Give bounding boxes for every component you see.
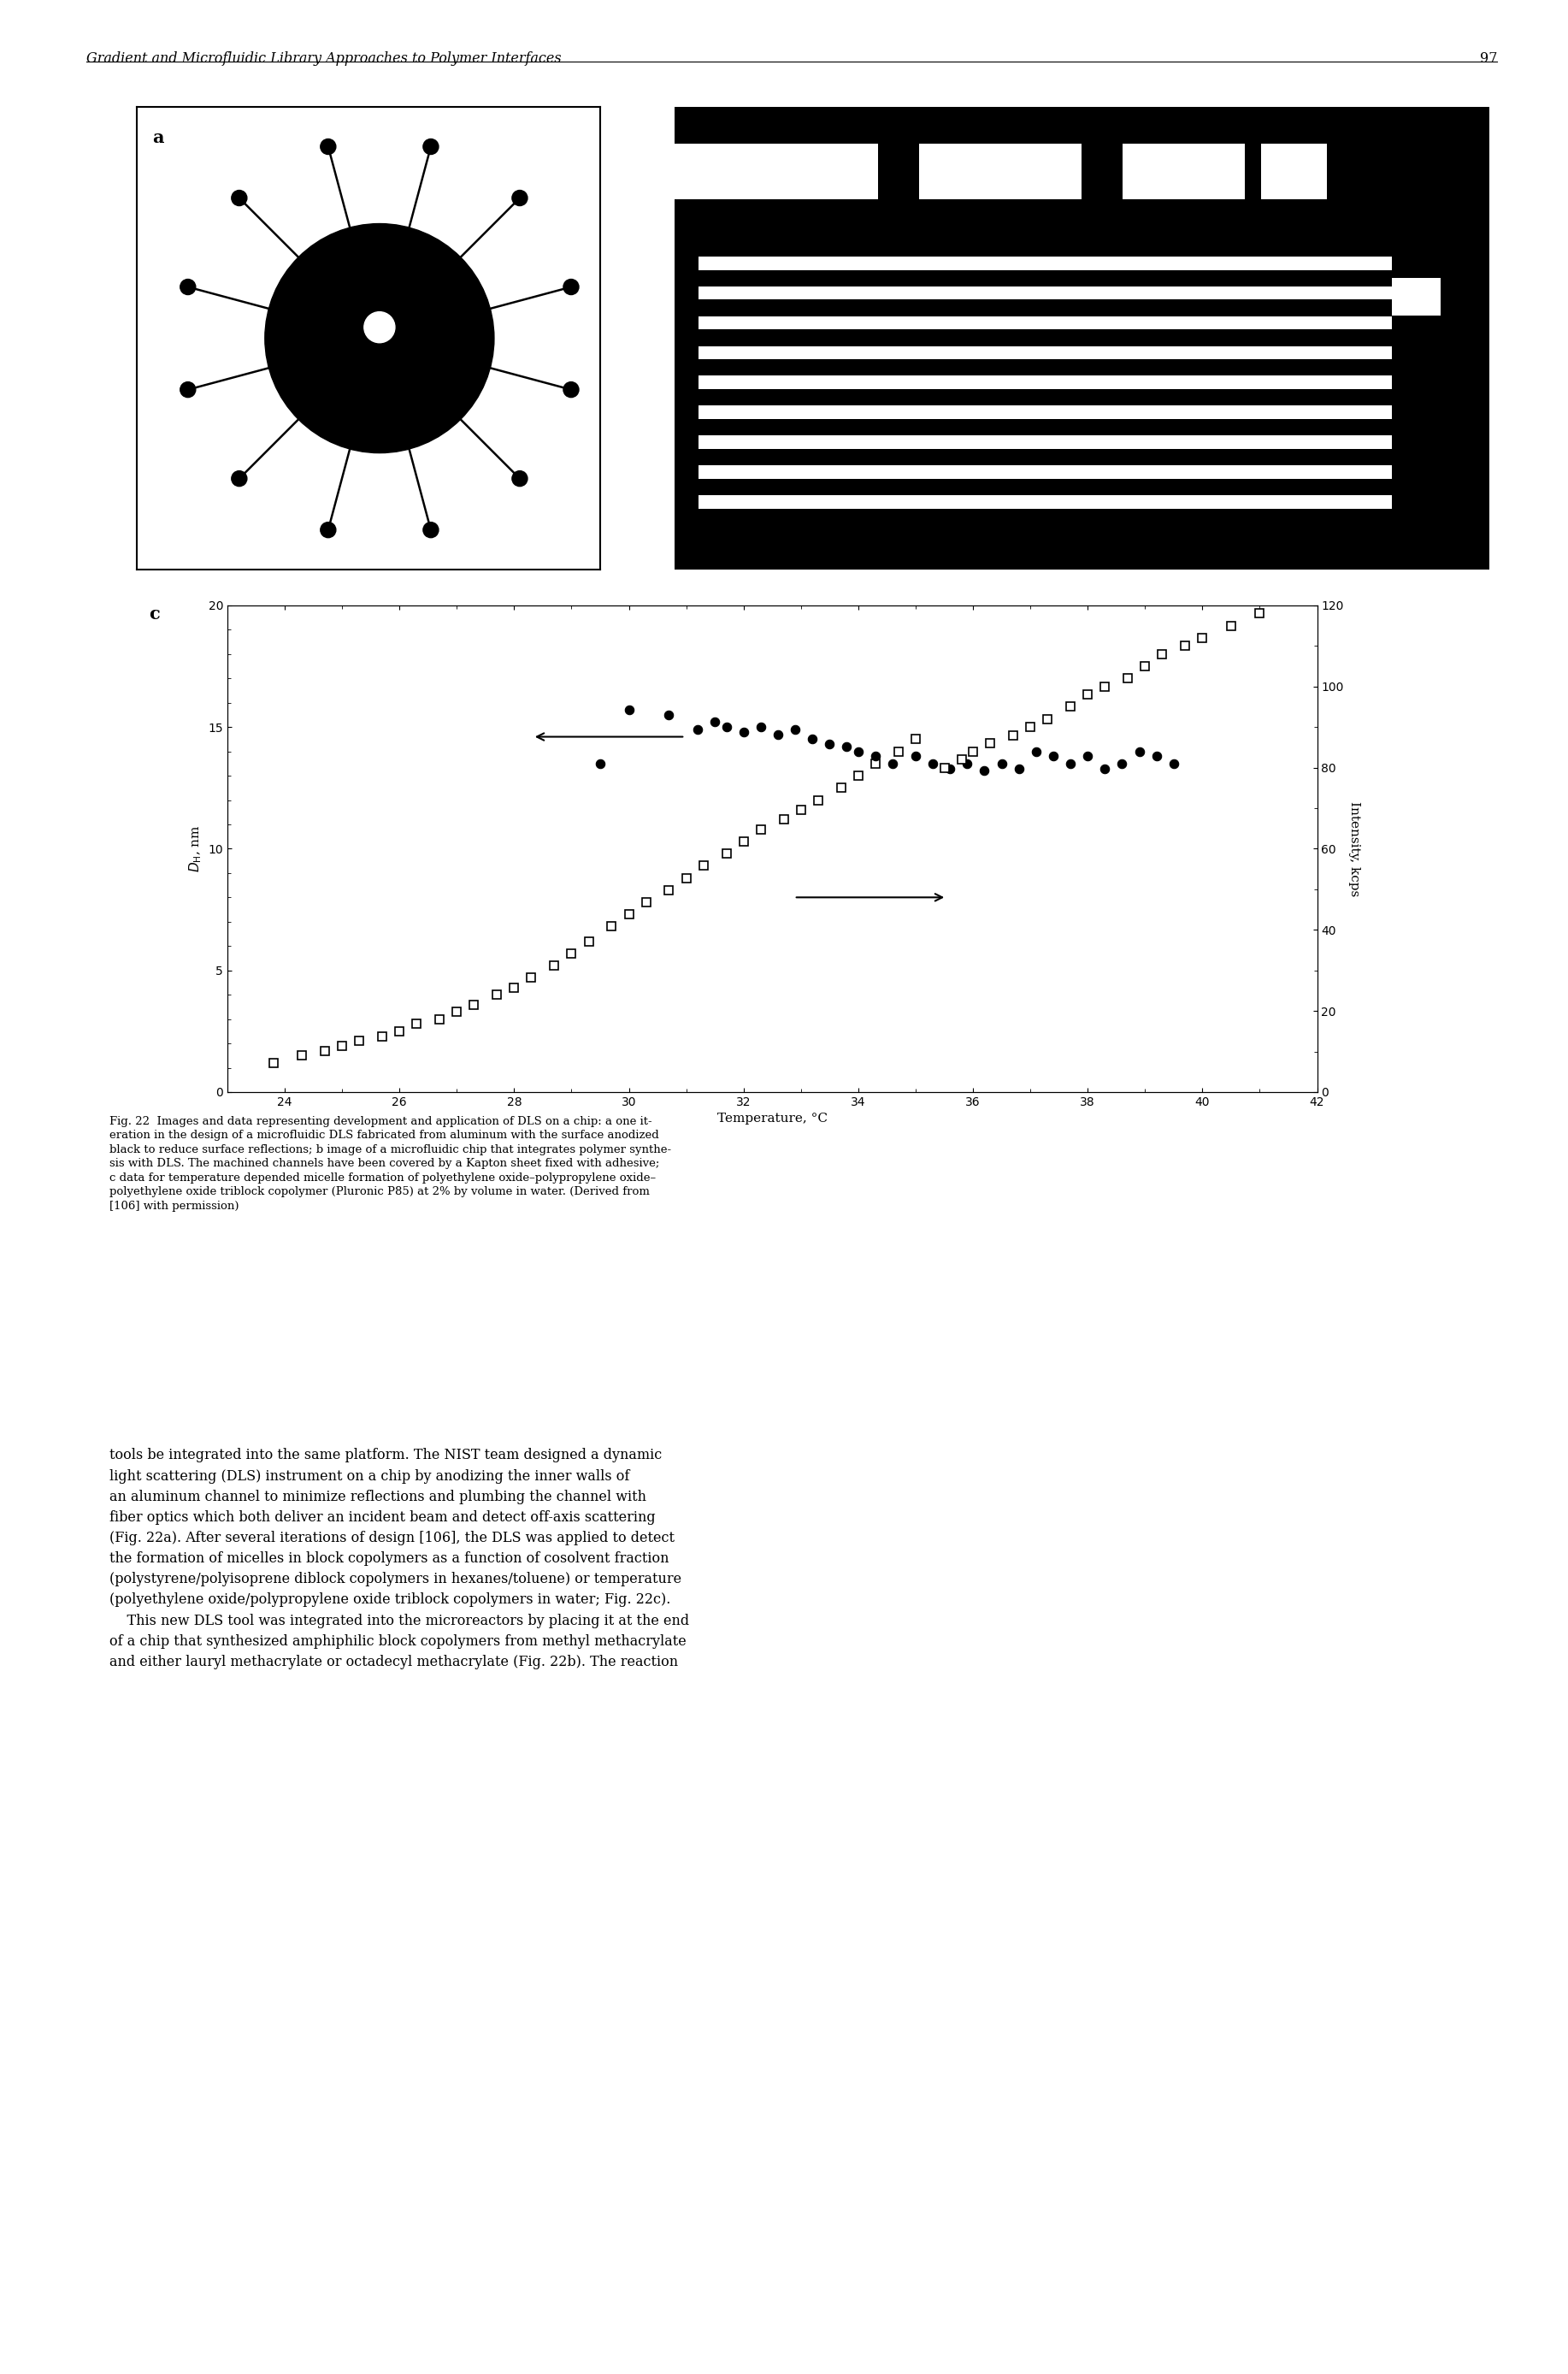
- Bar: [699, 347, 1416, 358]
- Circle shape: [364, 311, 395, 342]
- Circle shape: [513, 190, 527, 207]
- Circle shape: [563, 280, 579, 294]
- Bar: [699, 316, 1416, 330]
- Text: Gradient and Microfluidic Library Approaches to Polymer Interfaces: Gradient and Microfluidic Library Approa…: [86, 50, 561, 66]
- Bar: [699, 375, 1416, 389]
- Bar: [699, 256, 1416, 271]
- Circle shape: [180, 280, 196, 294]
- Bar: [674, 107, 1490, 237]
- Circle shape: [180, 382, 196, 396]
- Circle shape: [423, 140, 439, 154]
- Bar: [919, 145, 1082, 199]
- Bar: [1392, 223, 1490, 570]
- Bar: [674, 145, 878, 199]
- Circle shape: [563, 382, 579, 396]
- Text: Fig. 22  Images and data representing development and application of DLS on a ch: Fig. 22 Images and data representing dev…: [110, 1116, 671, 1211]
- Bar: [1261, 145, 1327, 199]
- Circle shape: [320, 140, 336, 154]
- Text: b: b: [682, 121, 695, 138]
- Bar: [1392, 278, 1441, 316]
- Y-axis label: $D_\mathrm{H}$, nm: $D_\mathrm{H}$, nm: [188, 824, 204, 874]
- Bar: [674, 223, 699, 570]
- Bar: [699, 287, 1416, 299]
- Circle shape: [232, 190, 248, 207]
- Circle shape: [513, 470, 527, 487]
- X-axis label: Temperature, °C: Temperature, °C: [717, 1113, 828, 1125]
- Bar: [699, 434, 1416, 449]
- Bar: [1123, 145, 1245, 199]
- Text: 97: 97: [1480, 50, 1497, 66]
- Circle shape: [320, 522, 336, 537]
- Y-axis label: Intensity, kcps: Intensity, kcps: [1348, 800, 1361, 897]
- Text: a: a: [152, 128, 165, 145]
- Circle shape: [265, 223, 494, 453]
- Bar: [699, 406, 1416, 420]
- Bar: [699, 496, 1416, 508]
- Text: tools be integrated into the same platform. The NIST team designed a dynamic
lig: tools be integrated into the same platfo…: [110, 1448, 690, 1669]
- Circle shape: [232, 470, 248, 487]
- Circle shape: [423, 522, 439, 537]
- Bar: [699, 465, 1416, 480]
- Text: c: c: [149, 605, 160, 622]
